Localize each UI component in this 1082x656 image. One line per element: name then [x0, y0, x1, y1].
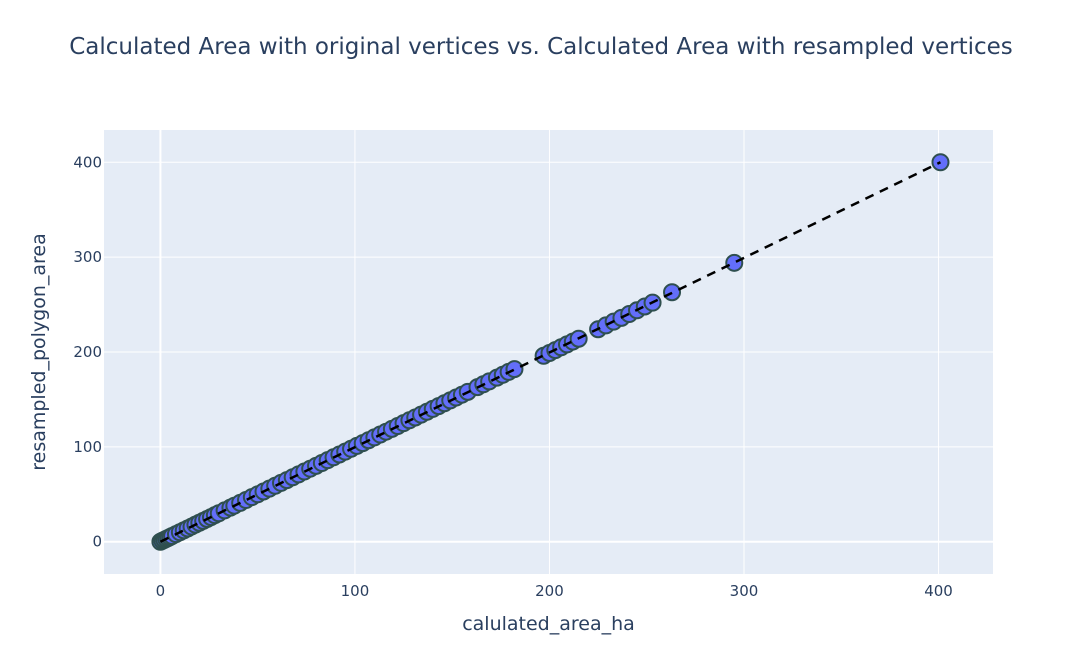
- x-axis-title: calulated_area_ha: [462, 613, 635, 635]
- y-tick-label: 200: [73, 343, 102, 361]
- y-tick-label: 100: [73, 438, 102, 456]
- data-point: [505, 360, 524, 379]
- y-tick-label: 300: [73, 248, 102, 266]
- chart-title: Calculated Area with original vertices v…: [69, 34, 1013, 60]
- x-tick-label: 100: [341, 582, 370, 600]
- y-axis-title: resampled_polygon_area: [28, 233, 50, 471]
- x-tick-label: 200: [535, 582, 564, 600]
- tick-labels: 0 100 200 300 400 0 100 200 300 400: [73, 153, 952, 600]
- reference-line: [159, 161, 942, 543]
- data-point: [663, 283, 682, 302]
- y-tick-label: 400: [73, 153, 102, 171]
- y-tick-label: 0: [92, 533, 102, 551]
- x-tick-label: 400: [924, 582, 953, 600]
- data-point: [725, 253, 744, 272]
- x-tick-label: 300: [730, 582, 759, 600]
- x-tick-label: 0: [156, 582, 166, 600]
